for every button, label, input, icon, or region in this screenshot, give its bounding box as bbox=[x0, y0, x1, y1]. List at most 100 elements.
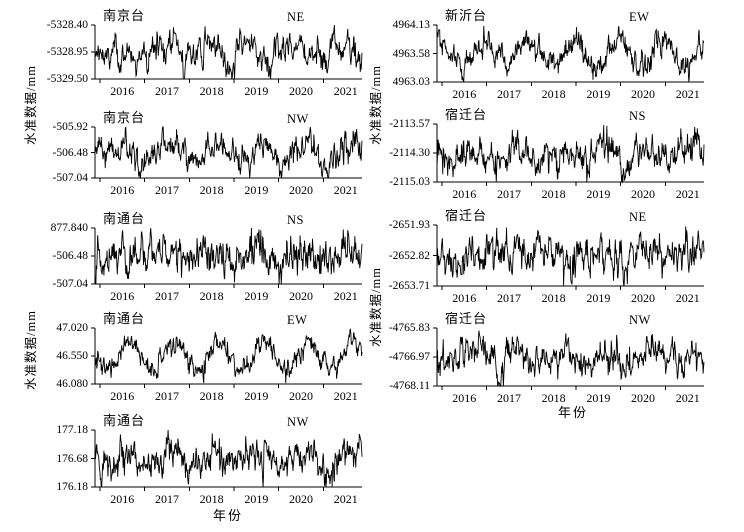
subplot-panel: 宿迁台 NE -2651.93 -2652.82 -2653.71 2016 2017 2… bbox=[367, 209, 718, 306]
subplot-panel: 南京台 NE -5328.40 -5328.95 -5329.50 2016 2017 2… bbox=[25, 9, 376, 99]
x-tick-label: 2019 bbox=[244, 492, 269, 506]
data-series-line bbox=[436, 25, 705, 83]
subplot-panel: 宿迁台 NW -4765.83 -4766.97 -4768.11 2016 2017 2… bbox=[367, 312, 718, 406]
component-label: NW bbox=[629, 313, 651, 327]
x-tick-label: 2021 bbox=[675, 291, 700, 305]
x-tick-label: 2016 bbox=[110, 84, 135, 98]
x-tick-label: 2020 bbox=[289, 492, 314, 506]
y-tick-label: -2653.71 bbox=[388, 280, 430, 292]
axis-spine bbox=[433, 24, 704, 86]
y-tick-label: -2114.30 bbox=[389, 147, 430, 159]
y-tick-label: 47.020 bbox=[56, 322, 88, 334]
axis-spine bbox=[91, 429, 362, 491]
y-tick-label: 46.550 bbox=[56, 350, 88, 362]
y-tick-label: -2115.03 bbox=[389, 176, 430, 188]
y-tick-label: 877.840 bbox=[50, 222, 88, 234]
subplot-panel: 宿迁台 NS -2113.57 -2114.30 -2115.03 2016 2017 2… bbox=[367, 108, 718, 202]
subplot-panel: 南京台 NW -505.92 -506.48 -507.04 2016 2017 2018… bbox=[25, 111, 376, 198]
component-label: EW bbox=[287, 313, 308, 327]
data-series-line bbox=[94, 24, 363, 80]
axis-spine bbox=[91, 126, 362, 182]
axis-spine bbox=[433, 327, 704, 390]
component-label: EW bbox=[629, 10, 650, 24]
x-tick-label: 2018 bbox=[541, 291, 566, 305]
x-tick-label: 2018 bbox=[199, 183, 224, 197]
y-tick-label: -506.48 bbox=[52, 146, 88, 159]
y-tick-label: 4963.03 bbox=[392, 76, 430, 88]
x-tick-label: 2019 bbox=[244, 183, 269, 197]
x-tick-label: 2021 bbox=[675, 87, 700, 101]
x-tick-label: 2021 bbox=[333, 289, 358, 303]
y-tick-label: -5328.40 bbox=[46, 19, 88, 31]
subplot-panel: 新沂台 EW 4964.13 4963.58 4963.03 2016 2017 2018… bbox=[367, 9, 718, 102]
component-label: NS bbox=[287, 213, 304, 227]
x-tick-label: 2017 bbox=[154, 389, 179, 403]
y-tick-label: 176.68 bbox=[56, 452, 88, 465]
component-label: NE bbox=[287, 10, 305, 24]
station-label: 南通台 bbox=[103, 311, 146, 326]
x-tick-label: 2016 bbox=[110, 492, 135, 506]
x-tick-label: 2021 bbox=[675, 187, 700, 201]
x-tick-label: 2017 bbox=[496, 187, 521, 201]
y-tick-label: 4963.58 bbox=[392, 47, 430, 60]
y-tick-label: -2651.93 bbox=[388, 219, 430, 231]
x-tick-label: 2018 bbox=[199, 492, 224, 506]
x-tick-label: 2019 bbox=[586, 291, 611, 305]
x-tick-label: 2017 bbox=[154, 183, 179, 197]
x-tick-label: 2018 bbox=[541, 87, 566, 101]
y-tick-label: -4768.11 bbox=[389, 380, 430, 392]
station-label: 宿迁台 bbox=[445, 107, 488, 122]
x-tick-label: 2016 bbox=[110, 389, 135, 403]
x-tick-label: 2017 bbox=[154, 289, 179, 303]
x-tick-label: 2020 bbox=[631, 87, 656, 101]
x-tick-label: 2017 bbox=[154, 84, 179, 98]
time-series-plot bbox=[433, 224, 705, 290]
y-tick-label: -506.48 bbox=[52, 250, 88, 262]
time-series-plot bbox=[433, 327, 705, 390]
y-tick-label: -5328.95 bbox=[46, 46, 88, 58]
x-tick-label: 2019 bbox=[586, 391, 611, 405]
subplot-panel: 南通台 EW 47.020 46.550 46.080 2016 2017 2018 201… bbox=[25, 312, 376, 404]
station-label: 南京台 bbox=[103, 110, 146, 125]
x-axis-label: 年份 bbox=[212, 508, 243, 523]
x-tick-label: 2020 bbox=[289, 289, 314, 303]
data-series-line bbox=[94, 227, 363, 285]
data-series-line bbox=[94, 429, 363, 488]
station-label: 南通台 bbox=[103, 211, 146, 226]
component-label: NS bbox=[629, 109, 646, 123]
component-label: NW bbox=[287, 112, 309, 126]
axis-spine bbox=[91, 24, 362, 83]
axis-spine bbox=[433, 123, 704, 186]
axis-spine bbox=[91, 327, 362, 388]
x-tick-label: 2016 bbox=[110, 183, 135, 197]
x-tick-label: 2016 bbox=[452, 187, 477, 201]
station-label: 宿迁台 bbox=[445, 311, 488, 326]
axis-spine bbox=[91, 227, 362, 288]
y-tick-label: -505.92 bbox=[52, 121, 88, 133]
y-tick-label: 176.18 bbox=[56, 481, 88, 493]
y-tick-label: 46.080 bbox=[56, 378, 88, 390]
x-tick-label: 2017 bbox=[496, 87, 521, 101]
x-tick-label: 2021 bbox=[333, 84, 358, 98]
x-tick-label: 2020 bbox=[631, 187, 656, 201]
y-tick-label: -4766.97 bbox=[388, 351, 430, 363]
data-series-line bbox=[436, 226, 705, 287]
station-label: 宿迁台 bbox=[445, 208, 488, 223]
time-series-plot bbox=[91, 126, 363, 182]
x-tick-label: 2020 bbox=[289, 183, 314, 197]
y-tick-label: -5329.50 bbox=[46, 73, 88, 85]
station-label: 南通台 bbox=[103, 413, 146, 428]
x-tick-label: 2017 bbox=[496, 391, 521, 405]
x-tick-label: 2018 bbox=[541, 187, 566, 201]
y-tick-label: 177.18 bbox=[56, 424, 88, 436]
y-tick-label: -4765.83 bbox=[388, 322, 430, 334]
x-tick-label: 2020 bbox=[289, 84, 314, 98]
time-series-plot bbox=[91, 227, 363, 288]
time-series-plot bbox=[91, 327, 363, 388]
time-series-plot bbox=[433, 123, 705, 186]
x-tick-label: 2016 bbox=[452, 391, 477, 405]
x-tick-label: 2016 bbox=[452, 87, 477, 101]
x-tick-label: 2019 bbox=[244, 389, 269, 403]
y-tick-label: -507.04 bbox=[52, 278, 88, 290]
